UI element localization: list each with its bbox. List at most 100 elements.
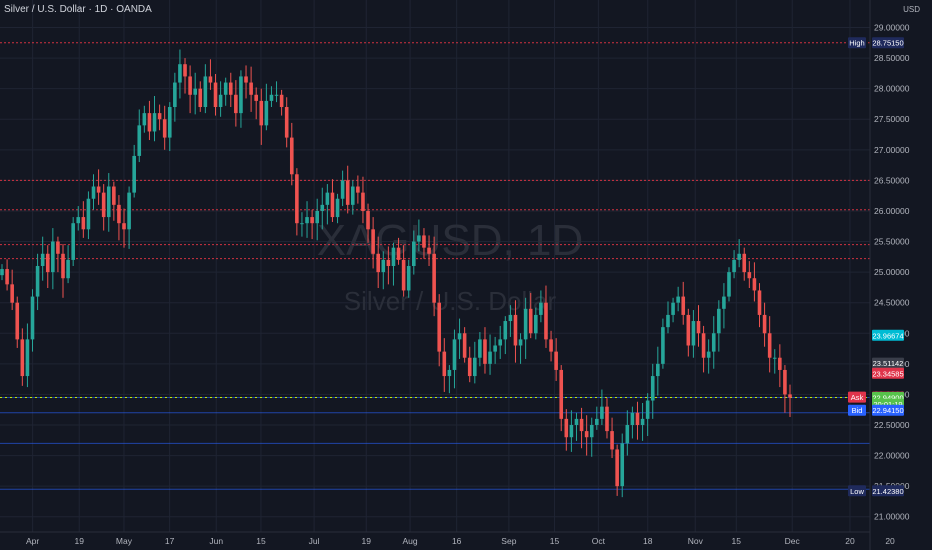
price-tick-label: 25.00000 bbox=[874, 267, 910, 277]
time-tick-label: 15 bbox=[550, 536, 560, 546]
candle-body bbox=[549, 339, 553, 352]
candle bbox=[732, 250, 736, 279]
candle bbox=[56, 236, 60, 273]
candle-body bbox=[742, 253, 747, 273]
candle bbox=[244, 65, 248, 99]
candle-body bbox=[579, 418, 584, 432]
candle-body bbox=[701, 333, 706, 358]
badge-value-bg bbox=[872, 37, 904, 49]
candle-body bbox=[340, 180, 345, 199]
candle-body bbox=[554, 351, 558, 370]
badge-value: 22.94900 bbox=[872, 394, 903, 403]
candle-body bbox=[610, 431, 614, 450]
candle-body bbox=[284, 107, 289, 138]
candle-body bbox=[559, 369, 564, 419]
candle bbox=[234, 80, 238, 127]
candle bbox=[722, 283, 726, 329]
candle bbox=[605, 398, 609, 439]
candle bbox=[51, 228, 55, 290]
candle bbox=[213, 73, 218, 116]
candle bbox=[676, 286, 680, 312]
candle-body bbox=[564, 418, 569, 438]
candle-body bbox=[508, 314, 513, 322]
candle bbox=[396, 237, 401, 265]
badge-value: 23.96674 bbox=[872, 331, 903, 340]
candle-body bbox=[386, 259, 391, 266]
candle bbox=[534, 307, 538, 340]
candle bbox=[5, 259, 9, 291]
candle-body bbox=[411, 241, 416, 266]
badge-label-bg bbox=[848, 391, 866, 403]
candle-body bbox=[254, 94, 258, 101]
candle-body bbox=[666, 314, 670, 328]
candle-body bbox=[681, 296, 686, 315]
candle bbox=[188, 65, 192, 114]
candle bbox=[162, 105, 167, 150]
horizontal-levels bbox=[0, 42, 870, 490]
badge-value-bg bbox=[872, 367, 904, 379]
candle bbox=[442, 338, 447, 392]
time-axis[interactable]: Apr 19 May 17 Jun 15 Jul 19 Aug 16 Sep 15 Oct 18 Nov 15… bbox=[0, 531, 895, 546]
candle bbox=[335, 193, 340, 224]
interval-label[interactable]: 1D bbox=[94, 4, 108, 15]
time-tick-label: Nov bbox=[688, 536, 704, 546]
time-tick-label: Dec bbox=[785, 536, 801, 546]
candle-body bbox=[152, 113, 157, 132]
candle bbox=[10, 269, 14, 311]
candle bbox=[635, 401, 640, 440]
candle bbox=[625, 410, 630, 456]
candle-body bbox=[183, 64, 187, 77]
badge-value: 23.34585 bbox=[872, 369, 903, 378]
candle-body bbox=[676, 296, 680, 303]
candle bbox=[356, 175, 360, 204]
candle bbox=[203, 64, 208, 114]
candle-body bbox=[595, 418, 599, 425]
candle-body bbox=[432, 253, 436, 303]
candle-body bbox=[732, 259, 736, 273]
candle bbox=[295, 168, 299, 236]
candle-body bbox=[442, 351, 447, 377]
badge-value-bg bbox=[872, 329, 904, 341]
candle bbox=[589, 417, 594, 457]
candle bbox=[473, 341, 477, 384]
candle bbox=[71, 217, 75, 266]
candle bbox=[330, 179, 335, 222]
candle bbox=[223, 77, 228, 106]
symbol-name[interactable]: Silver / U.S. Dollar bbox=[4, 4, 86, 15]
candle bbox=[783, 365, 787, 413]
candle-body bbox=[498, 339, 503, 346]
candle bbox=[198, 81, 203, 112]
candle-body bbox=[325, 192, 330, 205]
candle bbox=[157, 104, 162, 131]
candle-body bbox=[20, 339, 25, 377]
candle-body bbox=[61, 253, 65, 279]
price-tick-label: 22.00000 bbox=[874, 451, 910, 461]
currency-label[interactable]: USD bbox=[903, 5, 920, 14]
badge-value: 28.75150 bbox=[872, 39, 903, 48]
candle-body bbox=[315, 210, 319, 224]
candle bbox=[600, 389, 604, 425]
candle-body bbox=[696, 321, 701, 334]
price-tick-label: 28.00000 bbox=[874, 84, 910, 94]
time-tick-label: Jul bbox=[309, 536, 320, 546]
candle bbox=[432, 236, 436, 317]
candle bbox=[422, 228, 426, 259]
price-tick-label: 27.00000 bbox=[874, 145, 910, 155]
candle-body bbox=[584, 431, 589, 438]
candle bbox=[696, 305, 701, 347]
candle bbox=[584, 415, 589, 456]
candle bbox=[691, 310, 696, 358]
candle-body bbox=[239, 76, 243, 114]
candle-body bbox=[737, 253, 741, 260]
candle bbox=[20, 328, 25, 386]
candle bbox=[610, 417, 614, 459]
candle bbox=[411, 230, 416, 275]
candle-body bbox=[711, 333, 716, 352]
candle bbox=[645, 393, 650, 436]
candle-body bbox=[25, 339, 30, 377]
price-tick-label: 25.50000 bbox=[874, 237, 910, 247]
candle bbox=[279, 89, 284, 116]
candle-body bbox=[772, 357, 777, 359]
